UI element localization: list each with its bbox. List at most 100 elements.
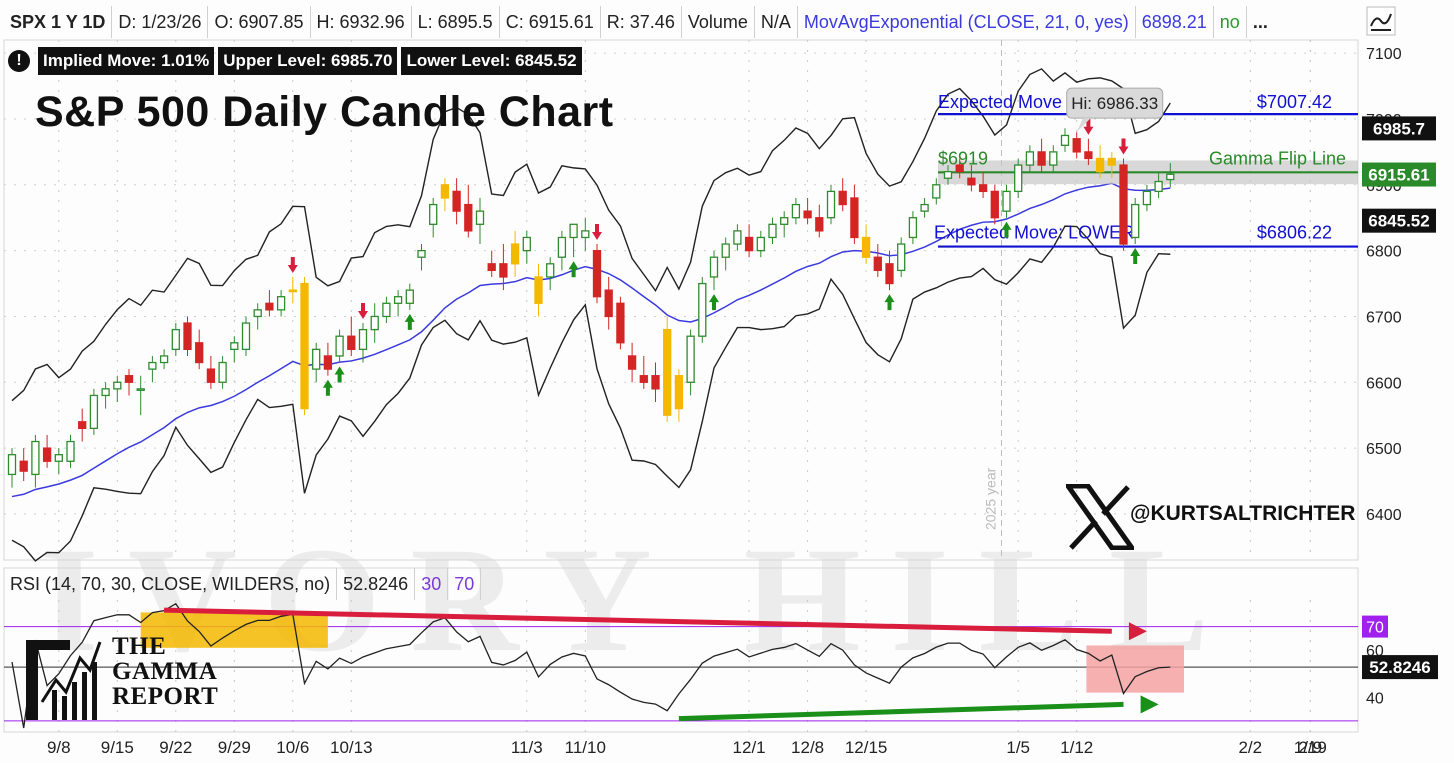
- ema-study-value: 6898.21: [1136, 6, 1214, 38]
- candle-body: [651, 375, 660, 390]
- candle-body: [417, 249, 426, 258]
- watermark-text: IVORY HILL: [40, 517, 1239, 683]
- symbol-label[interactable]: SPX 1 Y 1D: [4, 6, 113, 38]
- candle-body: [885, 263, 894, 285]
- candle-body: [452, 190, 461, 212]
- down-arrow-icon: [1118, 138, 1129, 155]
- rsi-tick-label: 40: [1366, 690, 1384, 707]
- candle-body: [1014, 164, 1023, 193]
- price-tick-label: 6400: [1366, 507, 1402, 524]
- candle-body: [487, 263, 496, 272]
- ema-study-label[interactable]: MovAvgExponential (CLOSE, 21, 0, yes): [798, 6, 1136, 38]
- candle-body: [955, 164, 964, 173]
- hi-label: Hi: 6986.33: [1071, 94, 1158, 113]
- rsi-level-30: 30: [415, 568, 449, 600]
- lower-band-line: [11, 225, 1171, 562]
- rsi-panel-frame: [3, 567, 1359, 733]
- chart-header: SPX 1 Y 1D D: 1/23/26 O: 6907.85 H: 6932…: [4, 6, 1274, 38]
- candle-body: [31, 440, 40, 476]
- candle-body: [733, 230, 742, 245]
- candle-body: [686, 335, 695, 383]
- candle-body: [288, 289, 297, 293]
- candle-body: [674, 375, 684, 410]
- up-arrow-icon: [322, 379, 333, 396]
- candle-body: [850, 197, 859, 239]
- low-label: L: 6895.5: [412, 6, 500, 38]
- candle-body: [546, 263, 555, 278]
- candle-body: [990, 190, 999, 219]
- down-arrow-icon: [358, 303, 368, 320]
- rsi-divergence-arrow-green: [678, 701, 1124, 722]
- candle-body: [803, 210, 812, 219]
- price-panel-frame: [3, 39, 1359, 561]
- bollinger-bands: [11, 68, 1171, 562]
- candles: [7, 128, 1175, 488]
- implied-move-label: Implied Move: 1.01%: [38, 47, 215, 75]
- price-tag-label: 6845.52: [1368, 212, 1429, 231]
- down-arrow-icon: [592, 224, 602, 241]
- up-arrow-icon: [1001, 221, 1012, 238]
- candle-body: [405, 289, 414, 304]
- candle-body: [908, 217, 918, 239]
- expected-lower-value: $6806.22: [1257, 223, 1332, 243]
- candle-body: [838, 190, 847, 206]
- date-tick-label: 9/29: [218, 738, 251, 757]
- candle-body: [780, 217, 789, 225]
- rsi-divergence-arrow-red: [164, 607, 1112, 634]
- date-tick-label: 9/8: [47, 738, 71, 757]
- candle-body: [101, 388, 110, 397]
- candle-body: [581, 230, 590, 239]
- candle-body: [230, 342, 239, 351]
- red-arrowhead-icon: [1128, 622, 1147, 641]
- candle-body: [206, 368, 216, 383]
- candle-body: [569, 223, 578, 239]
- x-logo-icon: [1066, 484, 1134, 550]
- candle-body: [124, 375, 134, 383]
- volume-value: N/A: [755, 6, 798, 38]
- candle-body: [534, 276, 543, 304]
- study-flag: no: [1214, 6, 1247, 38]
- more-menu-button[interactable]: ...: [1252, 11, 1268, 32]
- candle-body: [1142, 190, 1152, 206]
- price-tick-label: 7100: [1366, 46, 1402, 63]
- candle-body: [42, 447, 52, 462]
- open-label: O: 6907.85: [208, 6, 311, 38]
- candle-body: [358, 328, 368, 351]
- up-arrow-icon: [884, 294, 895, 311]
- candle-body: [744, 236, 754, 252]
- candle-body: [300, 282, 309, 410]
- candle-body: [920, 203, 929, 212]
- chart-style-icon[interactable]: [1366, 6, 1396, 36]
- up-arrow-icon: [334, 366, 345, 383]
- candle-body: [557, 236, 567, 258]
- candle-body: [347, 335, 356, 351]
- ema-line: [11, 182, 1171, 498]
- candle-body: [1154, 180, 1163, 193]
- rsi-value-tag-label: 52.8246: [1369, 658, 1430, 677]
- date-tick-label: 12/8: [791, 738, 824, 757]
- candle-body: [873, 256, 882, 272]
- watermark: IVORY HILL: [40, 517, 1239, 683]
- candle-body: [429, 203, 438, 225]
- candle-body: [1095, 157, 1105, 173]
- candle-body: [1119, 164, 1128, 245]
- candle-body: [499, 263, 508, 278]
- candle-body: [604, 289, 613, 318]
- date-tick-label: 2/9: [1298, 738, 1322, 757]
- volume-label: Volume: [682, 6, 755, 38]
- gamma-report-logo-icon: [26, 640, 102, 720]
- candle-body: [756, 236, 765, 252]
- rsi-series-line: [11, 602, 1171, 729]
- candle-body: [148, 361, 157, 370]
- candle-body: [721, 243, 730, 258]
- price-tick-label: 6600: [1366, 375, 1402, 392]
- signal-arrows: Hi: 6986.33: [287, 87, 1164, 396]
- candle-body: [183, 322, 192, 351]
- year-marker-label: 2025 year: [983, 467, 999, 530]
- candle-body: [709, 256, 719, 278]
- price-tag: [1362, 116, 1436, 141]
- up-arrow-icon: [404, 313, 415, 330]
- rsi-study-label[interactable]: RSI (14, 70, 30, CLOSE, WILDERS, no): [4, 568, 338, 600]
